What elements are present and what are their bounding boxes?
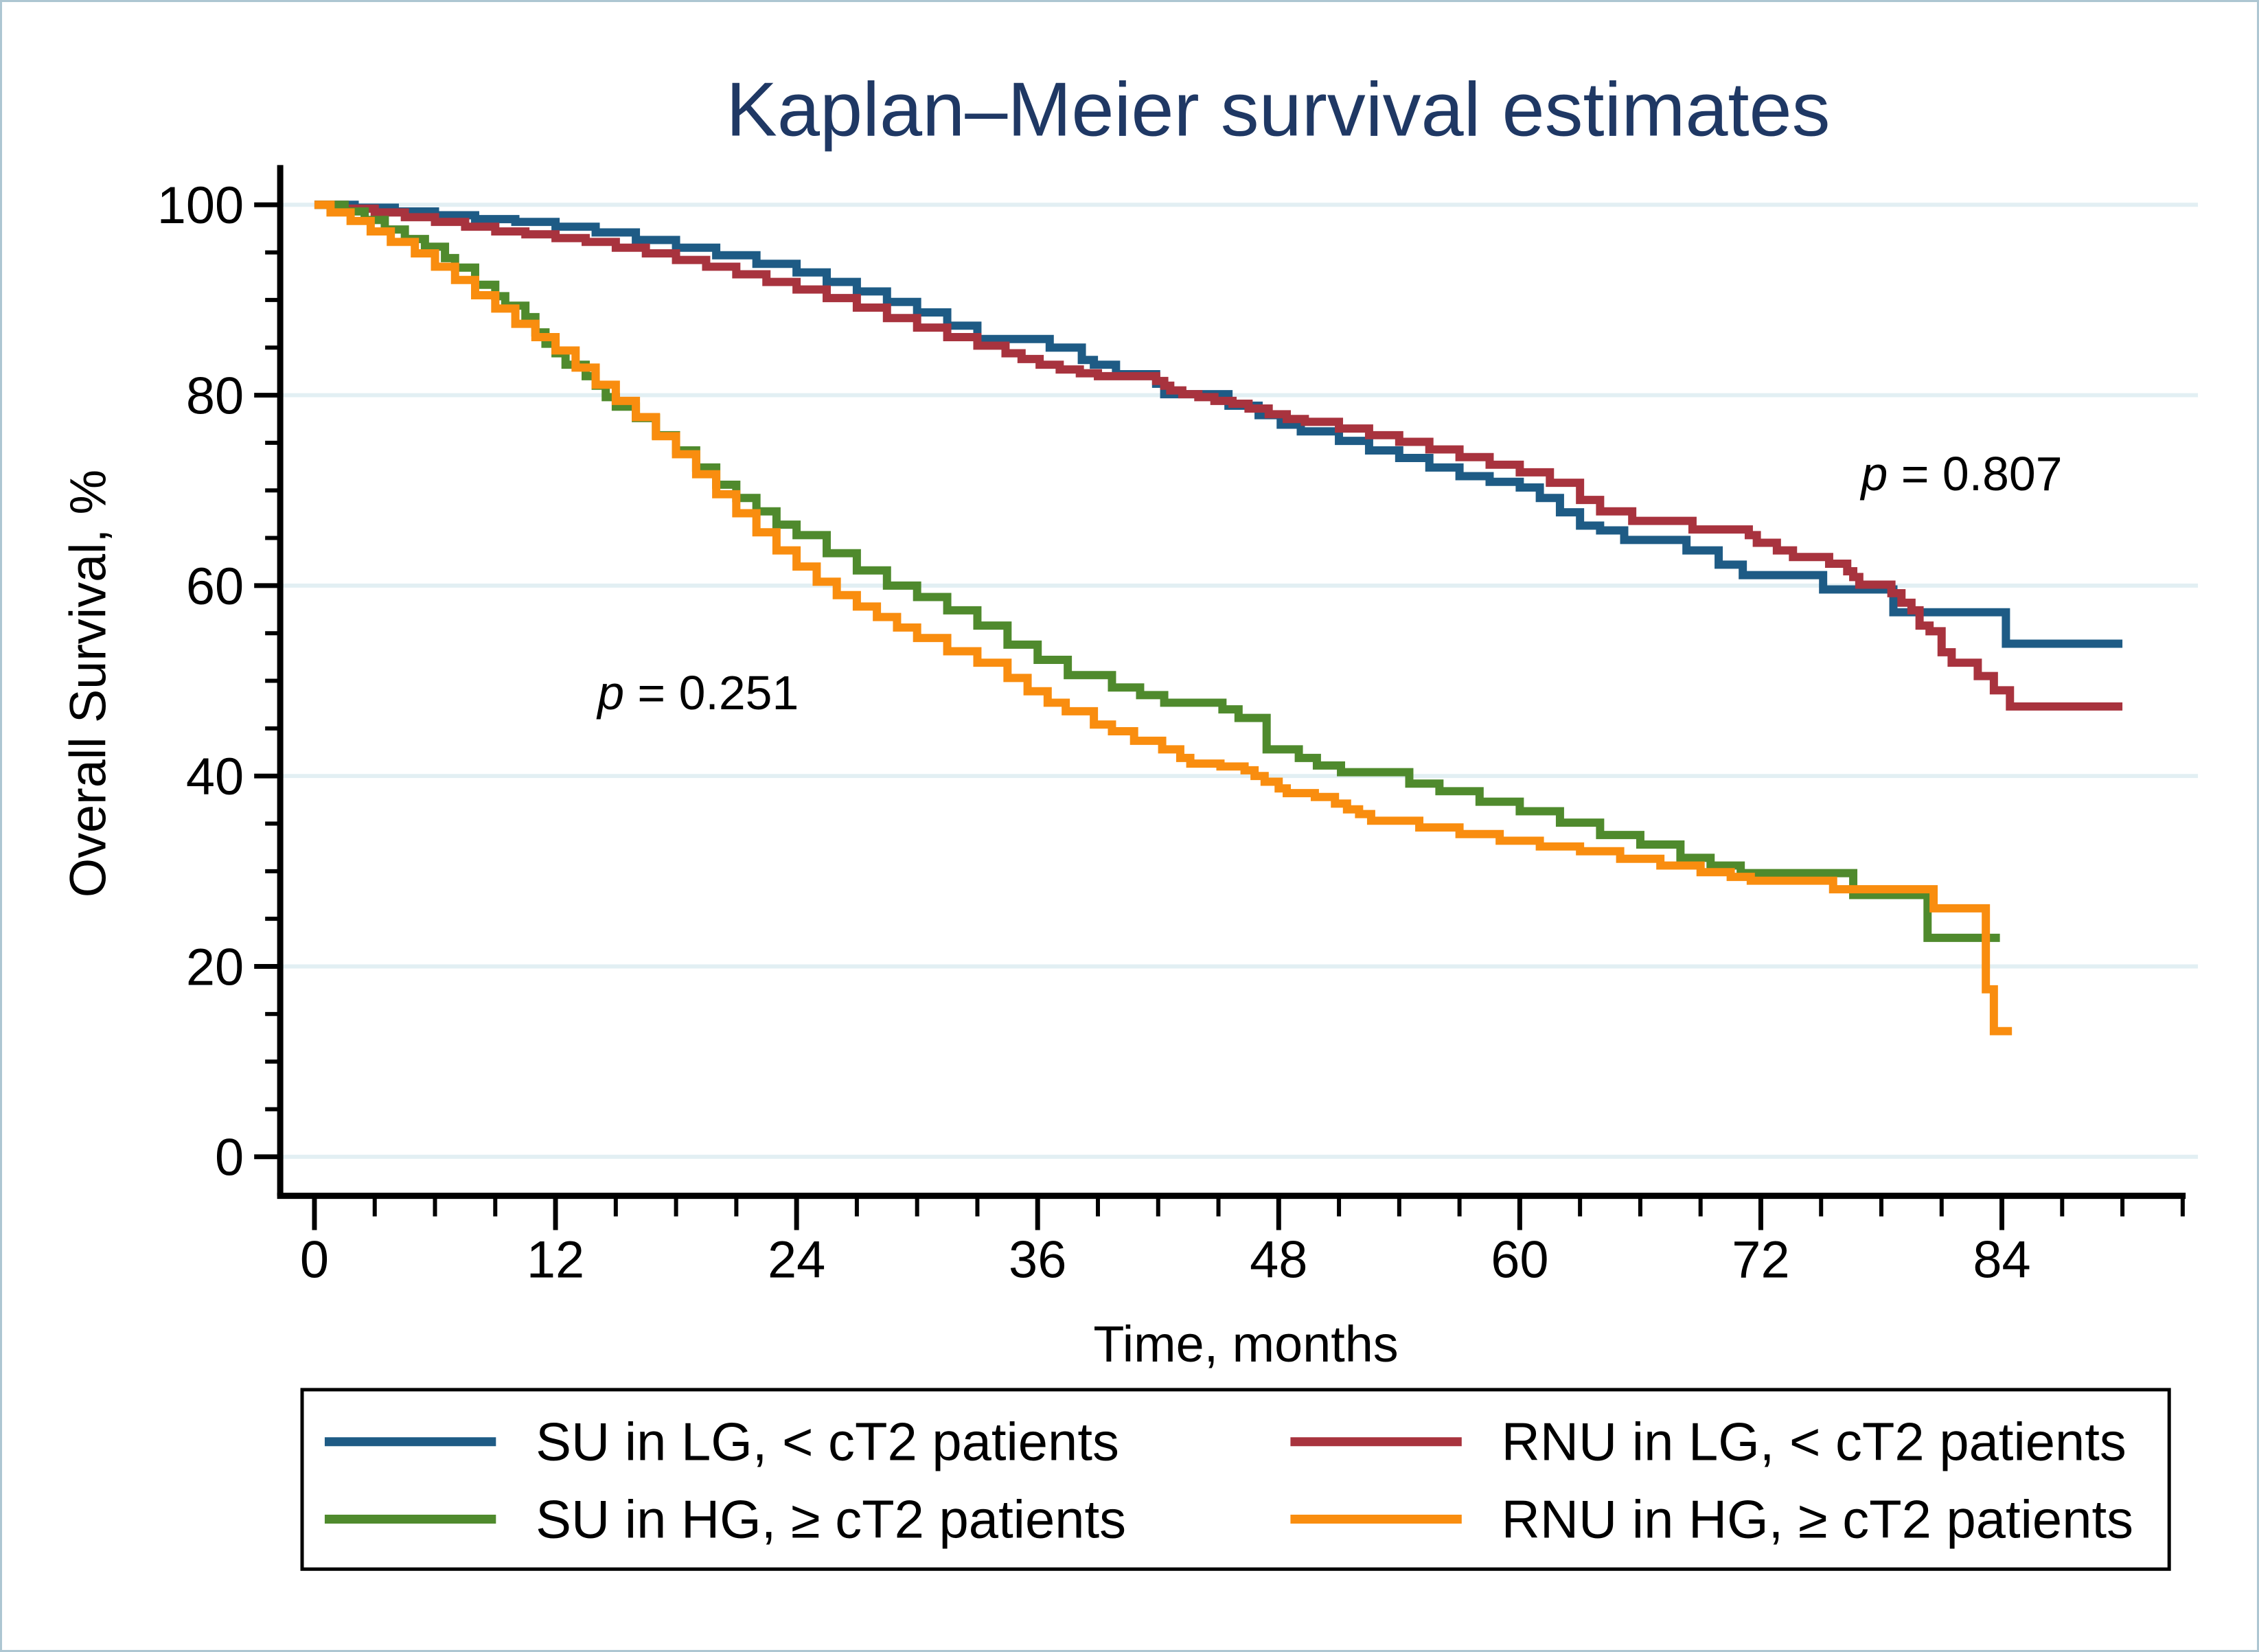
curve-su-hg (314, 200, 2000, 942)
chart-title: Kaplan–Meier survival estimates (726, 67, 1830, 152)
x-tick-label-72: 72 (1732, 1230, 1789, 1289)
x-tick-label-36: 36 (1009, 1230, 1066, 1289)
legend-label-rnu-lg: RNU in LG, < cT2 patients (1502, 1413, 2126, 1472)
y-tick-label-40: 40 (186, 748, 244, 806)
legend-label-su-hg: SU in HG, ≥ cT2 patients (536, 1490, 1126, 1549)
x-tick-label-60: 60 (1491, 1230, 1548, 1289)
x-tick-label-12: 12 (527, 1230, 584, 1289)
y-axis-title: Overall Survival, % (60, 470, 117, 897)
axes: 0 20 40 60 80 100 0 12 24 36 48 60 72 84 (157, 165, 2186, 1289)
legend-box (300, 1388, 2171, 1571)
y-tick-label-80: 80 (186, 367, 244, 426)
x-tick-label-84: 84 (1973, 1230, 2030, 1289)
x-tick-label-24: 24 (768, 1230, 825, 1289)
p-value-annotation-1: p = 0.807 (1859, 447, 2062, 501)
y-tick-label-0: 0 (215, 1129, 244, 1187)
p-value-annotations: p = 0.807 p = 0.251 (596, 447, 2062, 720)
x-tick-label-0: 0 (300, 1230, 329, 1289)
x-axis-title: Time, months (1093, 1316, 1398, 1373)
y-tick-label-60: 60 (186, 558, 244, 616)
y-tick-label-100: 100 (157, 176, 244, 235)
survival-curves (314, 200, 2123, 1035)
legend-label-rnu-hg: RNU in HG, ≥ cT2 patients (1502, 1490, 2133, 1549)
curve-rnu-lg (314, 200, 2123, 711)
y-tick-label-20: 20 (186, 938, 244, 996)
curve-rnu-hg (314, 200, 2013, 1035)
gridlines (280, 203, 2199, 1159)
legend: SU in LG, < cT2 patients RNU in LG, < cT2… (300, 1388, 2171, 1571)
x-tick-label-48: 48 (1250, 1230, 1307, 1289)
p-value-annotation-2: p = 0.251 (596, 666, 799, 720)
legend-label-su-lg: SU in LG, < cT2 patients (536, 1413, 1119, 1472)
